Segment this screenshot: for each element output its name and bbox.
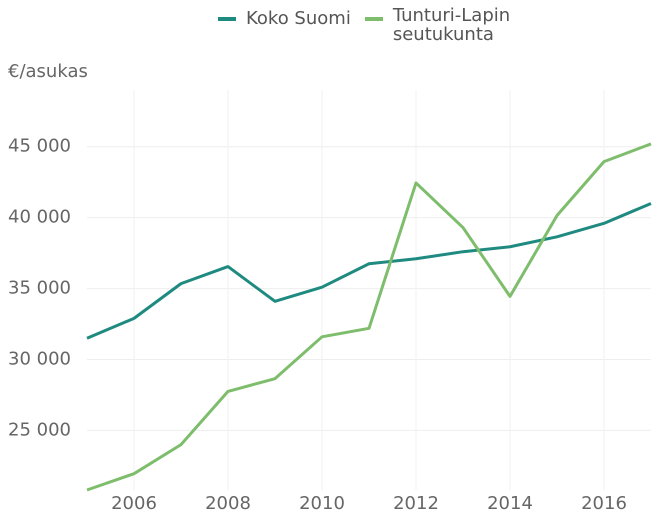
x-tick-label: 2014 — [487, 493, 533, 514]
line — [86, 142, 652, 492]
y-tick-label: 45 000 — [8, 136, 71, 157]
y-axis-label: €/asukas — [8, 61, 88, 82]
y-tick-label: 35 000 — [8, 278, 71, 299]
legend-swatch — [218, 17, 236, 21]
y-tick-label: 25 000 — [8, 419, 71, 440]
x-tick-label: 2008 — [205, 493, 251, 514]
x-tick-label: 2010 — [299, 493, 345, 514]
legend: Koko Suomi Tunturi-Lapin seutukunta — [218, 6, 528, 44]
legend-item: Tunturi-Lapin seutukunta — [364, 5, 528, 45]
legend-label: Tunturi-Lapin seutukunta — [392, 5, 511, 45]
y-tick-label: 40 000 — [8, 207, 71, 228]
line — [86, 202, 652, 340]
x-tick-label: 2012 — [393, 493, 439, 514]
x-tick-label: 2006 — [111, 493, 157, 514]
legend-item: Koko Suomi — [218, 6, 351, 44]
legend-swatch — [364, 17, 383, 21]
x-tick-label: 2016 — [581, 493, 627, 514]
y-tick-label: 30 000 — [8, 349, 71, 370]
legend-label: Koko Suomi — [246, 8, 351, 29]
